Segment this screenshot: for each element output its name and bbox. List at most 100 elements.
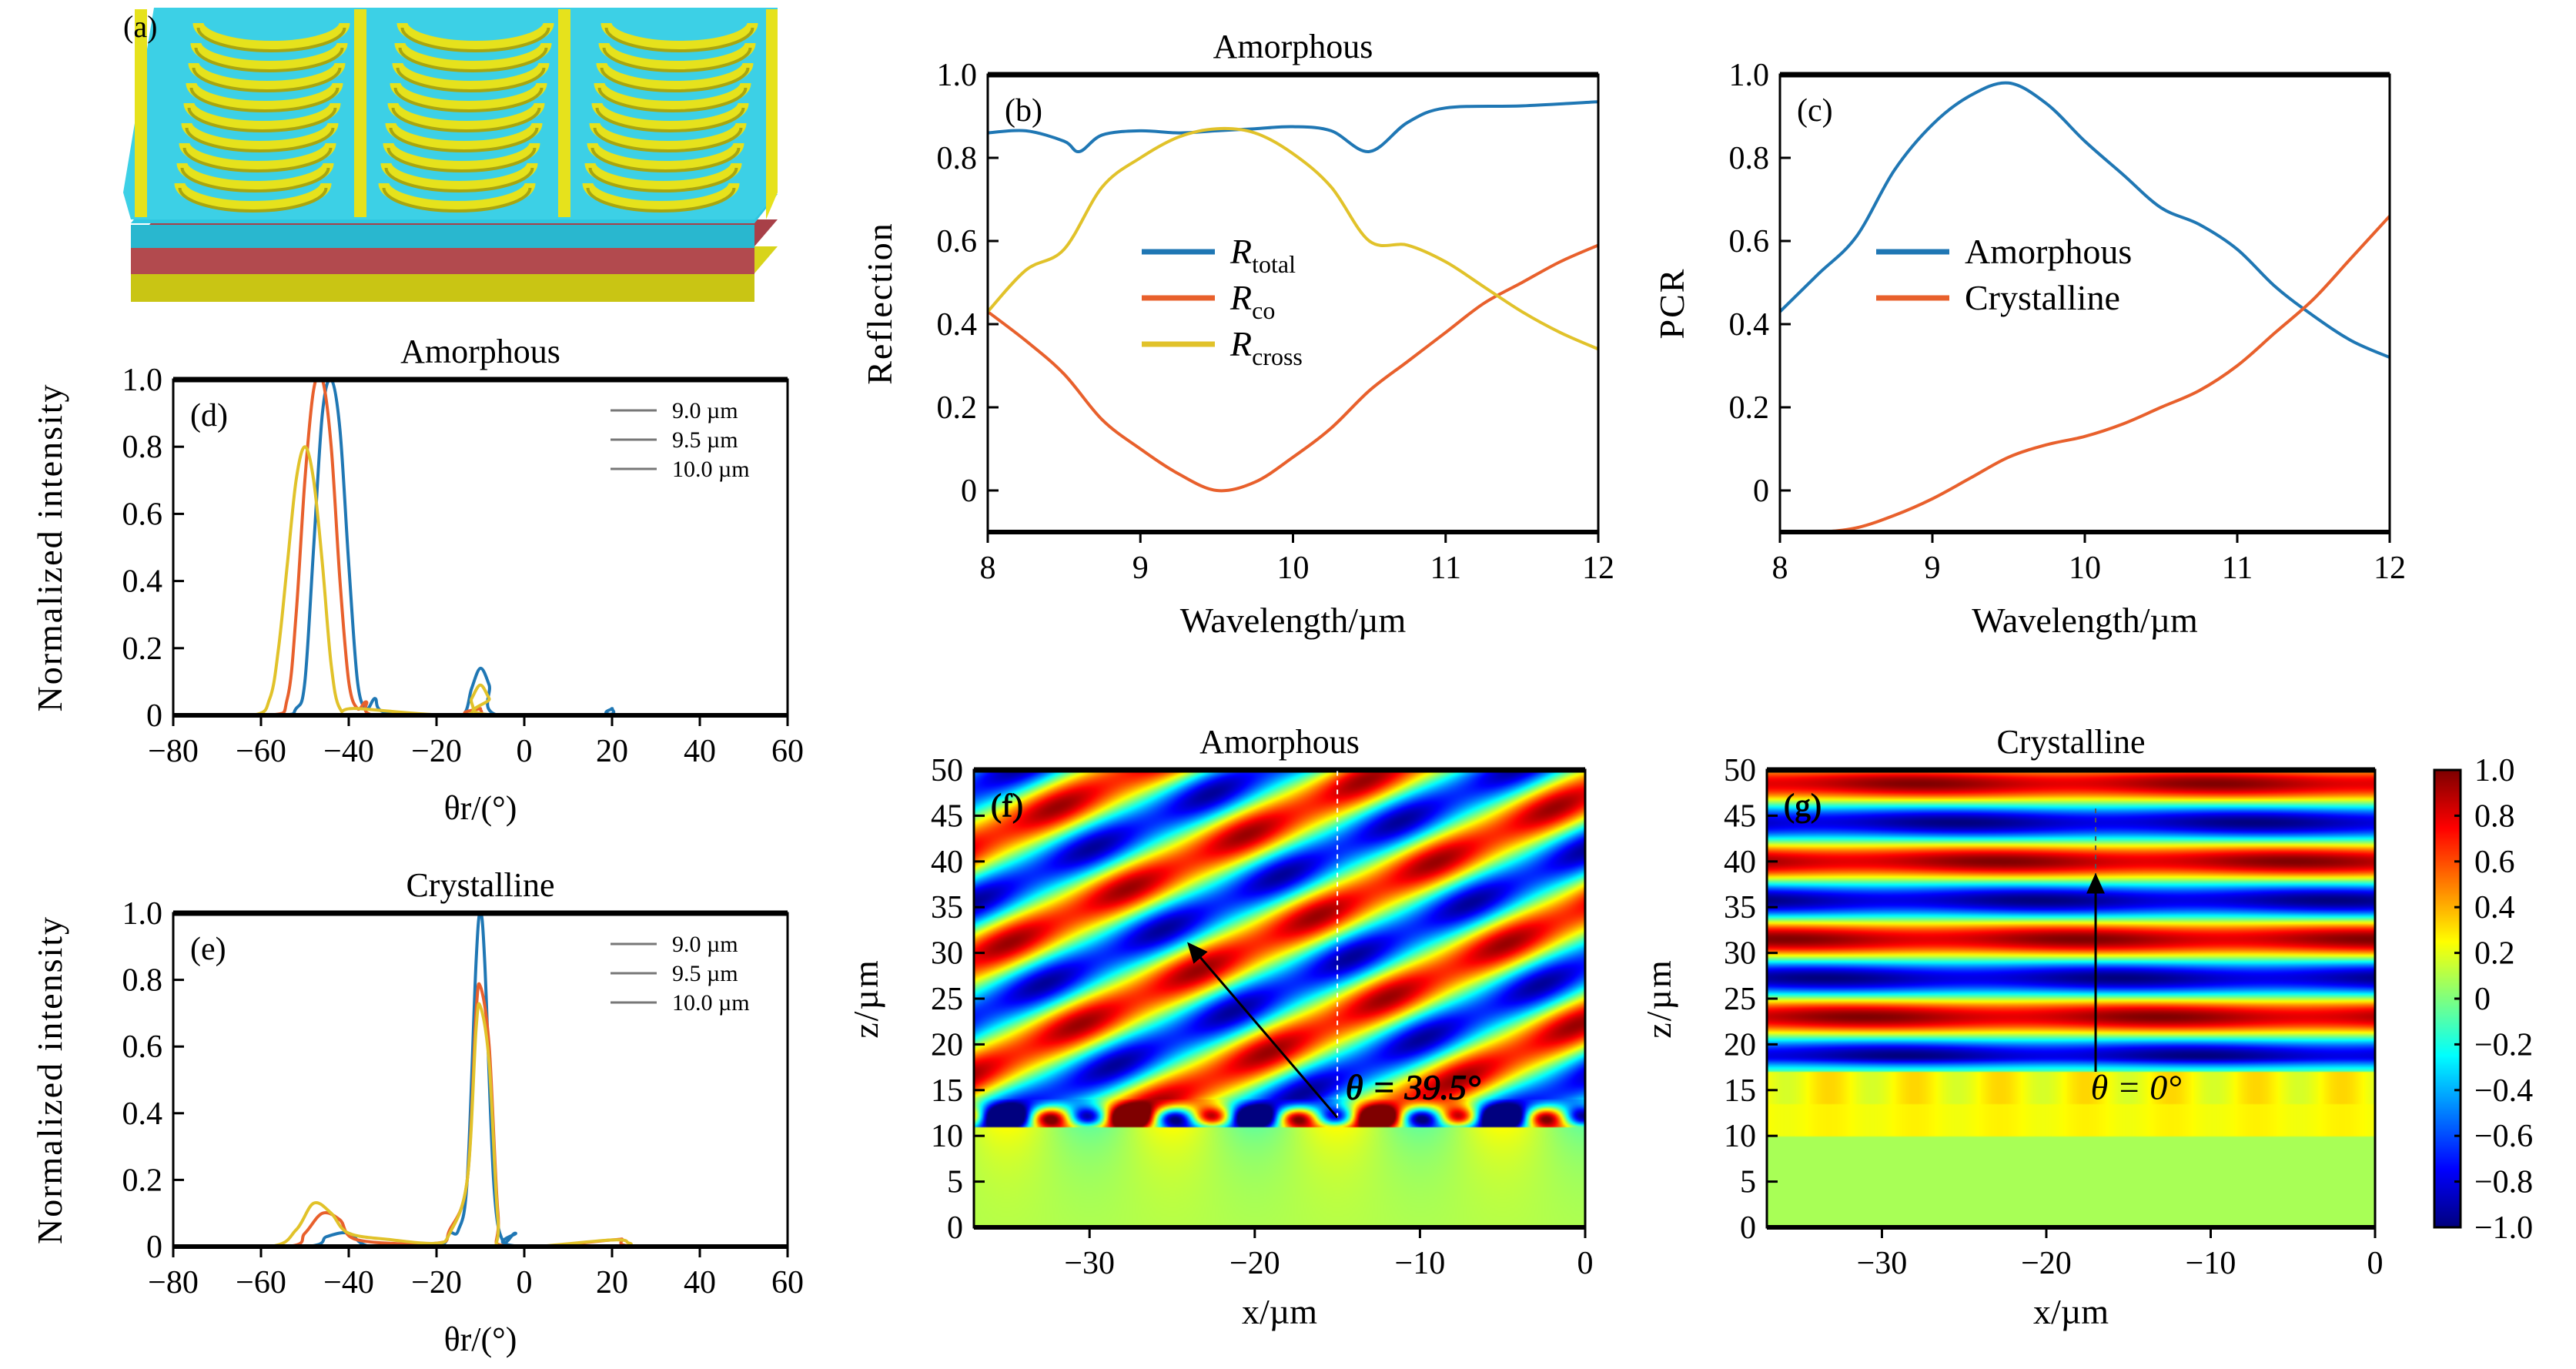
series-line-10-0-m xyxy=(173,1002,788,1247)
c-antenna xyxy=(594,82,751,112)
c-antenna-shadow xyxy=(586,187,736,213)
series-line-amorphous xyxy=(1780,81,2390,360)
c-antenna-shadow xyxy=(185,127,335,152)
c-antenna-shadow xyxy=(384,167,534,192)
x-tick-label: −20 xyxy=(411,1265,462,1300)
panel-label: (b) xyxy=(1005,93,1042,129)
y-tick-label: 1.0 xyxy=(937,58,978,93)
x-tick-label: −80 xyxy=(148,1265,199,1300)
panel-label: (d) xyxy=(190,398,228,433)
c-antenna xyxy=(188,62,346,92)
y-axis-label: Reflection xyxy=(860,222,899,385)
c-antenna xyxy=(174,182,332,212)
c-antenna-shadow xyxy=(593,127,743,152)
c-antenna-shadow xyxy=(391,107,541,132)
field-map-crystalline xyxy=(1767,770,2375,1227)
panel-title: Amorphous xyxy=(1213,28,1373,65)
panel-label: (c) xyxy=(1797,93,1833,129)
series-line-crystalline xyxy=(1780,215,2390,532)
c-antenna xyxy=(598,42,756,72)
c-antenna xyxy=(584,162,742,192)
x-tick-label: 60 xyxy=(771,1265,804,1300)
series-line-cross xyxy=(988,126,1598,351)
legend-label: 9.0 µm xyxy=(672,932,738,957)
y-tick-label: 0.2 xyxy=(1729,390,1770,426)
y-tick-label: 0 xyxy=(146,1230,162,1265)
x-tick-label: −80 xyxy=(148,734,199,769)
legend: 9.0 µm 9.5 µm 10.0 µm xyxy=(611,398,750,482)
c-antenna xyxy=(378,182,536,212)
x-tick-label: −60 xyxy=(236,1265,286,1300)
legend-label-subscript: total xyxy=(1252,250,1296,278)
metal-strip-edge xyxy=(766,9,778,219)
y-tick-label: 0 xyxy=(146,698,162,734)
series-line-10-0-m xyxy=(173,445,788,715)
c-antenna-shadow xyxy=(389,127,539,152)
c-antenna xyxy=(387,102,545,132)
c-antenna-shadow xyxy=(180,167,330,192)
x-tick-label: 0 xyxy=(517,734,533,769)
panel-title: Amorphous xyxy=(400,333,560,370)
series-line-9-5-m xyxy=(173,380,788,715)
c-antenna-shadow xyxy=(386,147,537,172)
y-tick-label: 0.6 xyxy=(122,497,163,532)
c-antenna xyxy=(192,22,350,52)
x-tick-label: −20 xyxy=(411,734,462,769)
legend-label-subscript: co xyxy=(1252,296,1275,324)
y-axis-label: PCR xyxy=(1652,268,1691,340)
panel-a-metasurface-illustration: (a) xyxy=(123,8,778,302)
legend-label: 9.5 µm xyxy=(672,427,738,453)
c-antenna-shadow xyxy=(194,47,344,72)
c-antenna-shadow xyxy=(382,187,532,213)
legend-label: 9.0 µm xyxy=(672,398,738,423)
c-antenna xyxy=(394,42,552,72)
legend-label: Crystalline xyxy=(1965,278,2120,317)
y-tick-label: 0 xyxy=(961,474,977,509)
y-axis-label: Normalized intensity xyxy=(30,915,69,1244)
x-tick-label: 20 xyxy=(596,1265,628,1300)
c-antenna xyxy=(396,22,554,52)
x-tick-label: 11 xyxy=(2222,551,2253,586)
legend-label-main: R xyxy=(1229,232,1252,271)
c-antenna xyxy=(179,142,336,172)
x-tick-label: 8 xyxy=(980,551,996,586)
y-tick-label: 1.0 xyxy=(122,896,163,932)
y-tick-label: 1.0 xyxy=(1729,58,1770,93)
c-antenna xyxy=(190,42,348,72)
x-tick-label: −40 xyxy=(323,734,374,769)
c-antenna-shadow xyxy=(400,27,550,52)
panel-label: (e) xyxy=(190,932,226,967)
legend-label-main: R xyxy=(1229,278,1252,317)
c-antenna xyxy=(390,82,547,112)
legend-label: Rco xyxy=(1229,278,1275,324)
c-antenna xyxy=(591,102,749,132)
x-axis-label: Wavelength/µm xyxy=(1972,601,2198,640)
legend-label-main: R xyxy=(1229,324,1252,363)
y-tick-label: 0.4 xyxy=(122,1096,163,1132)
legend-label-main: Amorphous xyxy=(1965,232,2132,271)
metal-strip xyxy=(135,9,147,217)
y-tick-label: 0.2 xyxy=(122,631,163,667)
x-axis-label: θr/(°) xyxy=(444,789,517,827)
c-antenna xyxy=(392,62,550,92)
c-antenna-shadow xyxy=(178,187,328,213)
legend-label: 10.0 µm xyxy=(672,457,750,482)
x-tick-label: 10 xyxy=(1277,551,1310,586)
legend-label: Rcross xyxy=(1229,324,1303,370)
c-antenna xyxy=(589,122,747,152)
x-tick-label: 0 xyxy=(517,1265,533,1300)
panel-title: Crystalline xyxy=(406,866,554,904)
c-antenna xyxy=(587,142,744,172)
legend-label: Amorphous xyxy=(1965,232,2132,271)
x-tick-label: 12 xyxy=(1582,551,1614,586)
x-axis-label: θr/(°) xyxy=(444,1320,517,1358)
c-antenna-shadow xyxy=(196,27,346,52)
colorbar-gradient xyxy=(2434,770,2461,1227)
c-antenna-shadow xyxy=(398,47,548,72)
legend-label: 9.5 µm xyxy=(672,961,738,986)
y-tick-label: 0.2 xyxy=(122,1163,163,1198)
panel-e: −80 −60 −40 −20 0 20 40 60 0 0.2 0.4 0.6 0.8 1.0 Cryst… xyxy=(30,866,804,1358)
